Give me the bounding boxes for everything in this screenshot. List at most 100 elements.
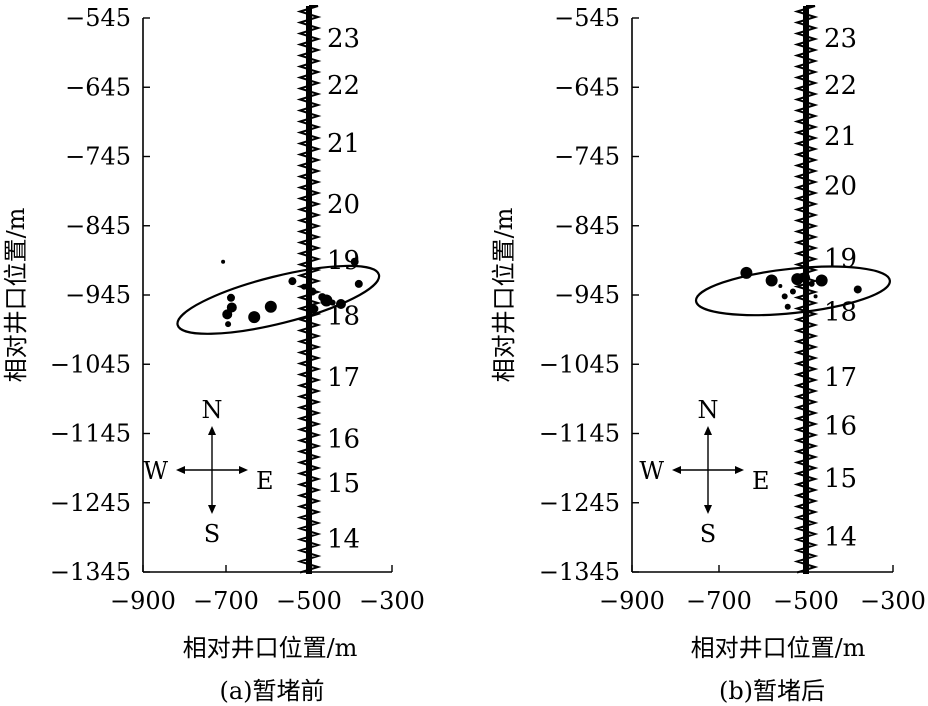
y-tick-label: −545 <box>554 4 620 32</box>
fracture-ellipse <box>176 264 381 335</box>
compass-east-label: E <box>256 467 274 495</box>
compass-north-arrow <box>704 426 712 435</box>
event-point <box>791 273 804 286</box>
event-point <box>813 294 818 299</box>
y-tick-label: −545 <box>65 4 131 32</box>
event-point <box>225 321 232 328</box>
event-point <box>815 274 828 287</box>
y-axis-label: 相对井口位置/m <box>2 207 30 382</box>
event-point <box>308 287 317 296</box>
stage-label: 22 <box>327 71 360 101</box>
compass-east-label: E <box>752 467 770 495</box>
event-point <box>350 257 359 266</box>
panel-a: (a)暂堵前 相对井口位置/m 相对井口位置/m −545 −645 −745 −84… <box>2 4 425 705</box>
compass-west-label: W <box>639 457 664 485</box>
compass: N S W E <box>143 396 273 548</box>
compass-south-arrow <box>208 505 216 514</box>
event-point <box>320 294 333 307</box>
compass-north-arrow <box>208 426 216 435</box>
event-point <box>226 293 235 302</box>
compass-west-arrow <box>672 466 681 474</box>
x-tick-label: −500 <box>276 587 342 615</box>
compass-west-label: W <box>143 457 168 485</box>
event-point <box>226 302 237 313</box>
stage-label: 19 <box>824 244 857 274</box>
y-tick-label: −1245 <box>50 489 131 517</box>
stage-label: 22 <box>824 71 857 101</box>
compass-north-label: N <box>698 396 719 424</box>
compass-south-label: S <box>700 520 716 548</box>
event-point <box>301 283 308 290</box>
stage-label: 17 <box>824 363 857 393</box>
stage-label: 20 <box>327 190 360 220</box>
event-point <box>808 280 815 287</box>
y-tick-label: −845 <box>65 212 131 240</box>
y-tick-label: −645 <box>65 73 131 101</box>
event-point <box>335 299 346 310</box>
stage-label: 16 <box>327 425 360 455</box>
stage-label: 23 <box>327 24 360 54</box>
x-tick-label: −300 <box>860 587 926 615</box>
wellbore-stage-marks <box>793 5 819 574</box>
x-tick-label: −900 <box>110 587 176 615</box>
event-point <box>264 300 277 313</box>
stage-label: 21 <box>824 122 857 152</box>
wellbore-stage-marks <box>296 5 322 574</box>
event-point <box>354 279 363 288</box>
y-tick-label: −1045 <box>50 350 131 378</box>
stage-label: 15 <box>327 469 360 499</box>
compass-south-label: S <box>204 520 220 548</box>
fracture-ellipse <box>694 265 891 317</box>
y-tick-label: −1145 <box>50 420 131 448</box>
event-point <box>784 303 791 310</box>
stage-label: 16 <box>824 412 857 442</box>
x-tick-label: −700 <box>193 587 259 615</box>
x-tick-label: −900 <box>599 587 665 615</box>
event-point <box>248 311 261 324</box>
x-axis-label: 相对井口位置/m <box>691 634 866 662</box>
event-point <box>288 277 297 286</box>
event-point <box>329 299 336 306</box>
stage-label: 23 <box>824 24 857 54</box>
event-point <box>853 285 862 294</box>
y-tick-label: −645 <box>554 73 620 101</box>
compass-east-arrow <box>239 466 248 474</box>
x-axis-label: 相对井口位置/m <box>183 634 358 662</box>
panel-b: (b)暂堵后 相对井口位置/m 相对井口位置/m −545 −645 −745 −84… <box>490 4 926 705</box>
stage-label: 21 <box>327 129 360 159</box>
event-point <box>781 293 788 300</box>
event-point <box>800 272 811 283</box>
compass: N S W E <box>639 396 769 548</box>
x-tick-label: −700 <box>686 587 752 615</box>
compass-north-label: N <box>202 396 223 424</box>
event-point <box>221 259 226 264</box>
event-point <box>789 288 796 295</box>
stage-label: 14 <box>327 524 360 554</box>
compass-west-arrow <box>176 466 185 474</box>
compass-east-arrow <box>735 466 744 474</box>
y-tick-label: −1245 <box>539 489 620 517</box>
stage-label: 20 <box>824 171 857 201</box>
panel-caption: (b)暂堵后 <box>719 677 825 705</box>
event-point <box>778 283 783 288</box>
y-tick-label: −745 <box>554 143 620 171</box>
y-tick-label: −745 <box>65 143 131 171</box>
x-tick-label: −500 <box>773 587 839 615</box>
y-axis-label: 相对井口位置/m <box>490 207 518 382</box>
stage-label: 14 <box>824 522 857 552</box>
compass-south-arrow <box>704 505 712 514</box>
y-tick-label: −1045 <box>539 350 620 378</box>
event-point <box>307 277 312 282</box>
y-tick-label: −945 <box>554 281 620 309</box>
y-tick-label: −945 <box>65 281 131 309</box>
y-tick-label: −1145 <box>539 420 620 448</box>
stage-label: 17 <box>327 363 360 393</box>
event-point <box>310 304 319 313</box>
y-tick-label: −1345 <box>539 558 620 586</box>
y-tick-label: −1345 <box>50 558 131 586</box>
panel-caption: (a)暂堵前 <box>219 677 324 705</box>
event-point <box>740 266 753 279</box>
x-tick-label: −300 <box>359 587 425 615</box>
event-point <box>765 274 778 287</box>
